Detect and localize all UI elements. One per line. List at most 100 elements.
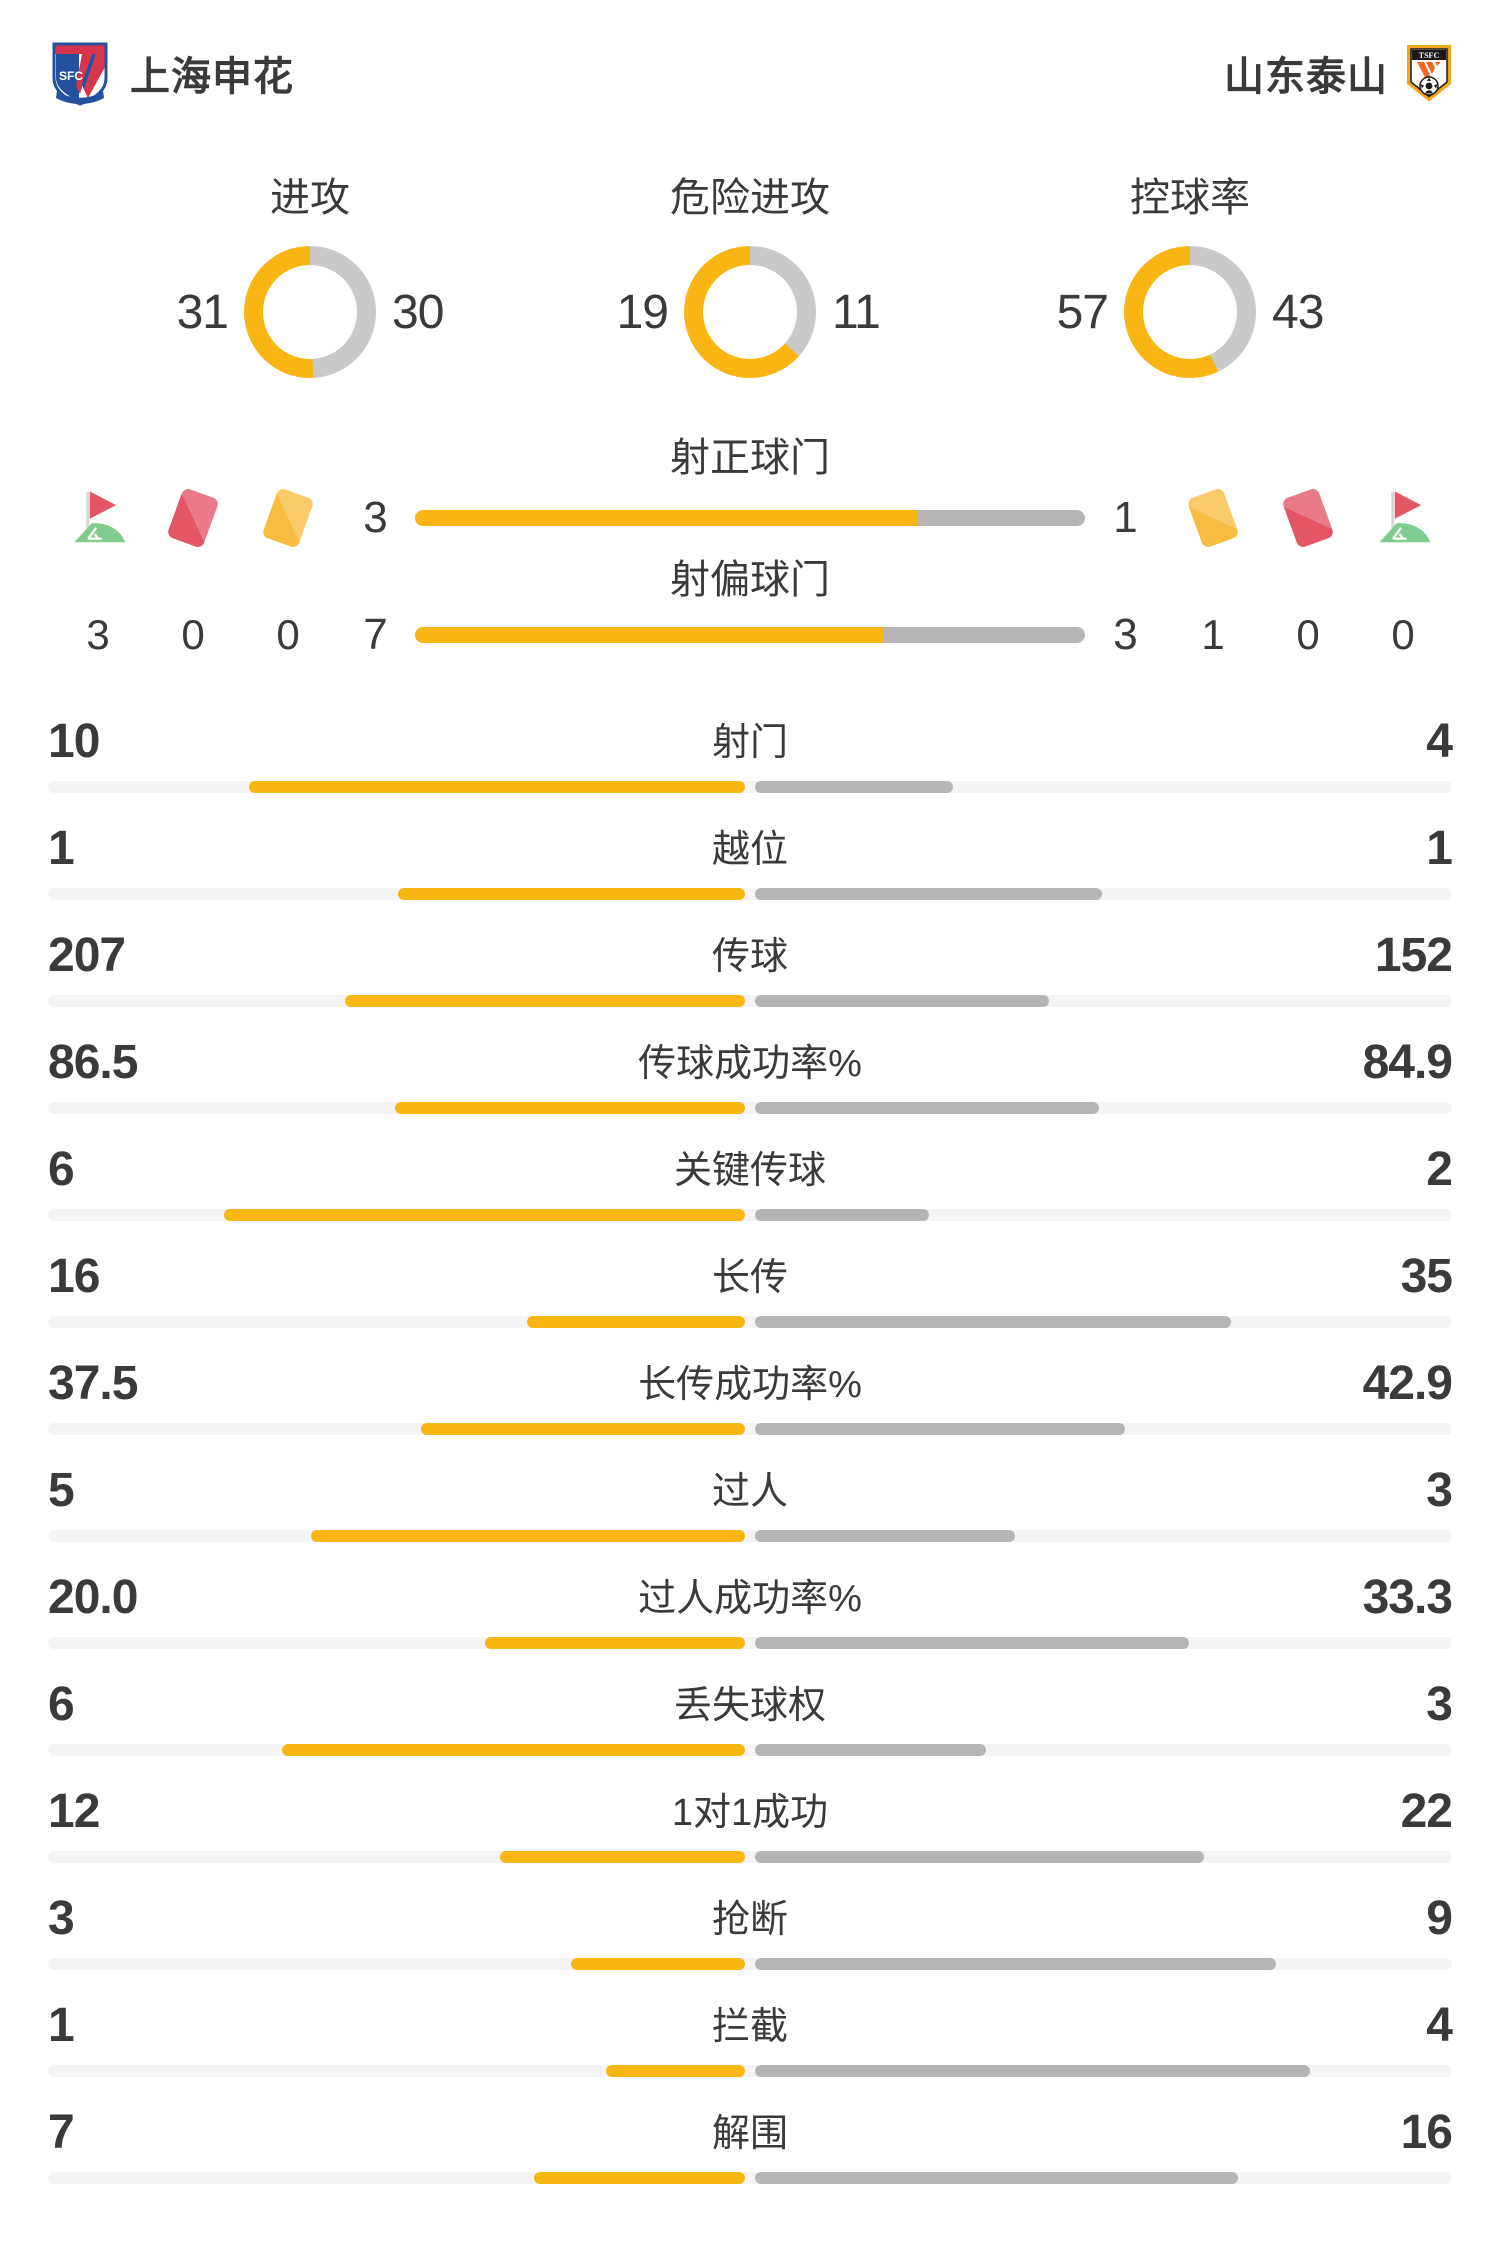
away-cards-group [1165,486,1450,550]
away-possession-value: 43 [1272,285,1324,339]
dribble-success-rate-bar-track [48,1637,1452,1649]
away-key-passes-bar [755,1209,929,1221]
home-pass-success-rate-bar [395,1102,745,1114]
home-cards-group [50,486,335,550]
corner-flag-icon [1374,486,1432,551]
away-shots-value: 4 [1426,715,1453,768]
away-shots-bar [755,781,953,793]
home-cards-group: 3 0 0 [50,611,335,659]
stat-row-dribbles: 5 过人 3 [0,1465,1500,1542]
long-ball-success-rate-bar-track [48,1423,1452,1435]
donut-title-dangerous-attacks: 危险进攻 [670,176,830,220]
home-dribbles-bar [311,1530,745,1542]
away-pass-success-rate-value: 84.9 [1362,1036,1453,1089]
dribbles-bar-track [48,1530,1452,1542]
donut-chart-dangerous-attacks: 危险进攻 19 11 [598,176,902,378]
donut-hole [1143,265,1237,359]
home-attacks-value: 31 [176,285,229,339]
long-balls-bar-track [48,1316,1452,1328]
away-long-balls-bar [755,1316,1231,1328]
home-one-on-one-won-bar [500,1851,745,1863]
stat-row-offsides: 1 越位 1 [0,823,1500,900]
stat-label-clearances: 解围 [711,2113,788,2155]
stat-label-dribbles: 过人 [711,1471,788,1513]
home-dribble-success-rate-bar [485,1637,745,1649]
stat-row-interceptions: 1 拦截 4 [0,2000,1500,2077]
away-dribble-success-rate-value: 33.3 [1362,1571,1453,1624]
possession-lost-bar-track [48,1744,1452,1756]
away-passes-value: 152 [1374,929,1453,982]
stat-row-clearances: 7 解围 16 [0,2107,1500,2184]
shots-and-cards-section: 射正球门 3 1 射偏球门 3 0 0 7 3 1 0 0 [0,436,1500,660]
svg-text:SFC: SFC [59,69,83,83]
stat-row-shots: 10 射门 4 [0,716,1500,793]
away-offsides-bar [755,888,1102,900]
stat-label-shots: 射门 [711,722,788,764]
away-interceptions-value: 4 [1426,1999,1453,2052]
away-shots-off-target-value: 3 [1113,610,1137,659]
stat-label-passes: 传球 [711,936,788,978]
corner-flag-icon [69,486,127,551]
home-red-card-count: 0 [181,611,204,658]
shots-off-target-bar [415,627,1085,643]
home-tackles-bar [571,1958,745,1970]
stat-label-pass-success-rate: 传球成功率% [638,1043,862,1085]
away-one-on-one-won-value: 22 [1400,1785,1453,1838]
stat-row-long-balls: 16 长传 35 [0,1251,1500,1328]
away-long-balls-value: 35 [1400,1250,1453,1303]
home-offsides-bar [398,888,745,900]
away-team: 山东泰山 TSFC [1224,44,1452,102]
away-clearances-value: 16 [1400,2106,1453,2159]
pass-success-rate-bar-track [48,1102,1452,1114]
stat-label-offsides: 越位 [711,829,788,871]
donut-hole [263,265,357,359]
away-tackles-value: 9 [1426,1892,1453,1945]
donut-title-possession: 控球率 [1130,176,1250,220]
home-shots-on-target-value: 3 [363,493,387,542]
home-interceptions-value: 1 [48,1999,75,2052]
stat-label-long-balls: 长传 [711,1257,788,1299]
away-cards-group: 1 0 0 [1165,611,1450,659]
stat-label-key-passes: 关键传球 [673,1150,826,1192]
stat-label-long-ball-success-rate: 长传成功率% [638,1364,862,1406]
shots-on-target-title: 射正球门 [670,436,830,480]
svg-text:TSFC: TSFC [1419,51,1440,60]
donut-ring-possession [1124,246,1256,378]
home-dribbles-value: 5 [48,1464,75,1517]
yellow-card-icon [1185,487,1240,549]
home-team-name: 上海申花 [130,55,294,99]
home-long-balls-value: 16 [48,1250,100,1303]
away-long-ball-success-rate-value: 42.9 [1362,1357,1453,1410]
away-interceptions-bar [755,2065,1310,2077]
yellow-card-icon [260,487,315,549]
donut-ring-attacks [244,246,376,378]
home-passes-value: 207 [48,929,126,982]
home-passes-bar [345,995,745,1007]
donut-ring-dangerous-attacks [684,246,816,378]
clearances-bar-track [48,2172,1452,2184]
red-card-icon [1280,487,1335,549]
home-dangerous-attacks-value: 19 [616,285,669,339]
away-clearances-bar [755,2172,1238,2184]
stat-row-tackles: 3 抢断 9 [0,1893,1500,1970]
donut-hole [703,265,797,359]
donut-title-attacks: 进攻 [270,176,350,220]
away-dribble-success-rate-bar [755,1637,1189,1649]
interceptions-bar-track [48,2065,1452,2077]
home-pass-success-rate-value: 86.5 [48,1036,138,1089]
offsides-bar-track [48,888,1452,900]
away-shots-on-target-value: 1 [1113,493,1137,542]
stat-label-tackles: 抢断 [711,1899,788,1941]
away-dangerous-attacks-value: 11 [832,285,881,339]
shots-bar-track [48,781,1452,793]
stat-label-one-on-one-won: 1对1成功 [671,1792,829,1834]
stats-comparison-section: 10 射门 4 1 越位 1 207 传球 152 86.5 传球成功率% 84.9 6 关键传球 2 16 长… [0,716,1500,2184]
away-team-logo-icon: TSFC [1406,44,1452,102]
stat-label-possession-lost: 丢失球权 [673,1685,826,1727]
home-key-passes-value: 6 [48,1143,75,1196]
home-long-ball-success-rate-value: 37.5 [48,1357,138,1410]
shots-on-target-bar [415,510,1085,526]
donut-charts-section: 进攻 31 30 危险进攻 19 11 控球率 57 43 [0,176,1500,378]
